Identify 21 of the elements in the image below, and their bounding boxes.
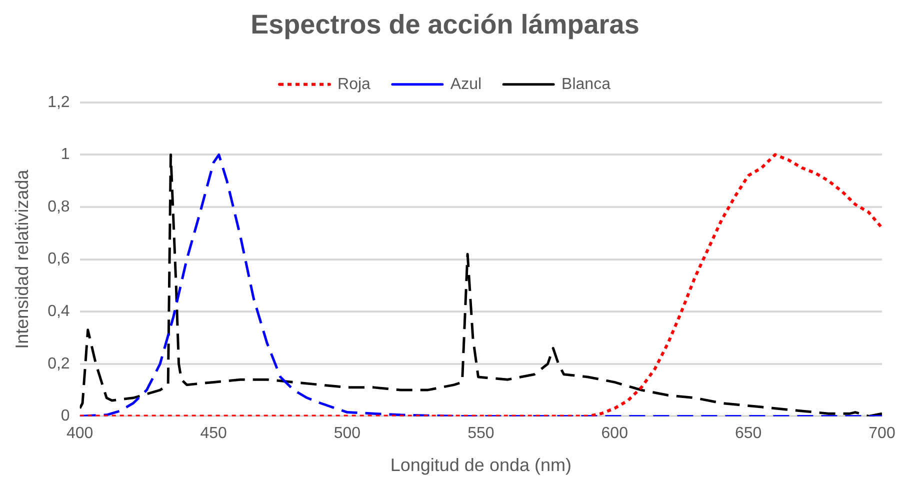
y-tick-label: 0 bbox=[60, 408, 70, 425]
chart-title: Espectros de acción lámparas bbox=[250, 10, 640, 40]
x-tick-label: 650 bbox=[734, 425, 762, 442]
y-tick-label: 0,6 bbox=[48, 250, 70, 268]
x-tick-label: 450 bbox=[200, 425, 227, 442]
x-tick-label: 600 bbox=[601, 425, 628, 442]
legend-label: Blanca bbox=[562, 76, 611, 93]
x-tick-label: 500 bbox=[334, 425, 361, 442]
y-tick-label: 0,4 bbox=[48, 303, 70, 320]
x-tick-label: 400 bbox=[66, 425, 94, 442]
y-tick-label: 0,8 bbox=[48, 198, 70, 216]
x-tick-label: 700 bbox=[868, 425, 896, 442]
x-tick-label: 550 bbox=[468, 425, 494, 442]
line-series bbox=[80, 153, 882, 416]
x-axis-title: Longitud de onda (nm) bbox=[390, 455, 572, 476]
y-axis-title: Intensidad relativizada bbox=[12, 168, 32, 349]
y-tick-label: 1,2 bbox=[48, 94, 70, 111]
y-tick-label: 0,2 bbox=[48, 355, 70, 372]
legend-label: Azul bbox=[450, 76, 482, 93]
y-tick-label: 1 bbox=[60, 146, 70, 164]
legend-label: Roja bbox=[338, 76, 371, 93]
